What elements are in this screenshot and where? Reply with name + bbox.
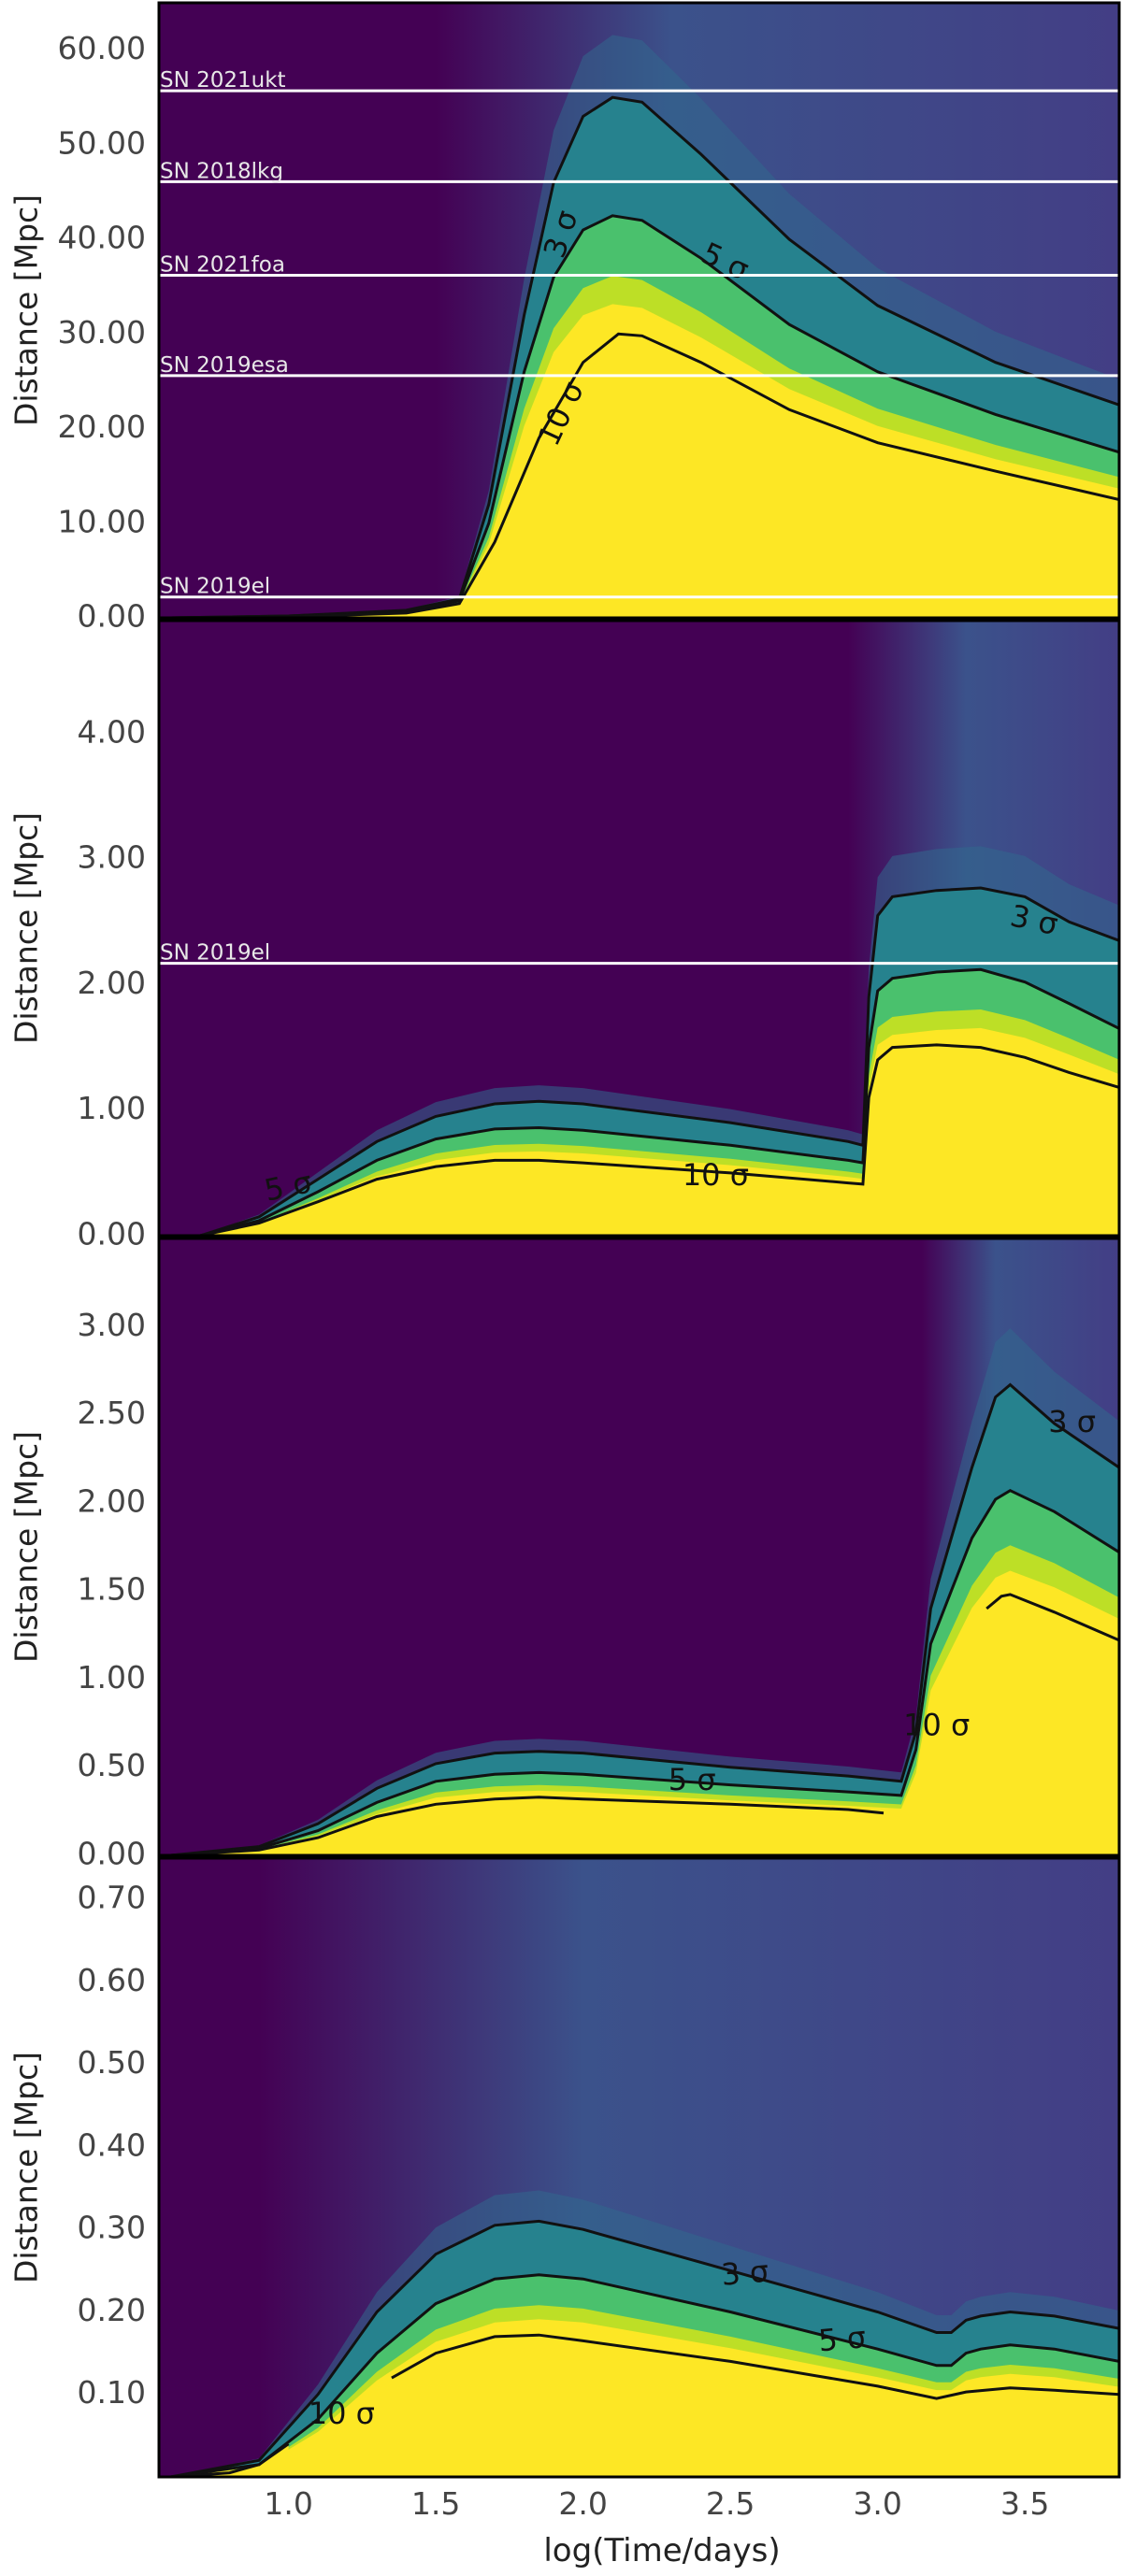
x-tick-label: 1.5: [411, 2485, 460, 2522]
y-tick-label: 0.40: [78, 2126, 146, 2163]
supernova-label: SN 2019el: [160, 575, 270, 599]
contour-label: 5 σ: [817, 2319, 868, 2358]
contour-line-10sigma: [985, 1593, 1119, 1642]
supernova-label: SN 2019esa: [160, 353, 289, 378]
contour-label: 5 σ: [669, 1762, 716, 1797]
contour-label: 3 σ: [720, 2254, 770, 2293]
contour-line-10sigma: [170, 332, 1119, 618]
panel-4-plot-area: 10 σ 3 σ 5 σ: [159, 1858, 1119, 2477]
y-tick-label: 3.00: [78, 1307, 146, 1343]
contour-line-5sigma: [170, 1488, 1119, 1855]
y-axis-label: Distance [Mpc]: [8, 812, 45, 1044]
panel-frame: [157, 1237, 1121, 1857]
x-tick-label: 3.5: [1000, 2485, 1049, 2522]
y-tick-label: 1.00: [78, 1659, 146, 1696]
x-axis: 1.0 1.5 2.0 2.5 3.0 3.5: [264, 2485, 1049, 2522]
panel-frame: [157, 1856, 1121, 2479]
y-tick-label: 40.00: [58, 220, 146, 256]
panel-2-plot-area: 5 σ 10 σ3 σSN 2019el: [159, 621, 1119, 1236]
contour-line-5sigma: [199, 967, 1119, 1236]
y-tick-label: 1.00: [78, 1090, 146, 1126]
heatmap-core-region: [200, 1027, 1119, 1236]
contour-line-3sigma: [199, 886, 1119, 1236]
y-tick-label: 0.30: [78, 2210, 146, 2246]
y-tick-label: 0.70: [78, 1880, 146, 1916]
y-tick-label: 50.00: [58, 124, 146, 161]
y-tick-label: 0.50: [78, 1747, 146, 1783]
y-tick-label: 2.50: [78, 1395, 146, 1431]
y-axis-label: Distance [Mpc]: [8, 1431, 45, 1663]
y-tick-label: 20.00: [58, 408, 146, 445]
x-tick-label: 1.0: [264, 2485, 312, 2522]
y-tick-label: 4.00: [78, 713, 146, 750]
y-tick-label: 0.00: [78, 1216, 146, 1252]
y-tick-label: 3.00: [78, 839, 146, 876]
panel-3-plot-area: 5 σ 10 σ 3 σ: [159, 1238, 1119, 1855]
panel-4: 10 σ 3 σ 5 σ 0.10 0.20 0.30 0.40 0.50 0.60 0.70 Di…: [8, 1856, 1121, 2479]
y-tick-label: 30.00: [58, 314, 146, 351]
heatmap-core-region: [170, 2319, 1119, 2477]
x-tick-label: 3.0: [853, 2485, 901, 2522]
contour-label: 10 σ: [903, 1707, 970, 1742]
y-tick-label: 10.00: [58, 503, 146, 539]
y-tick-label: 0.00: [78, 1836, 146, 1872]
contour-line-3sigma: [170, 1382, 1119, 1855]
y-tick-label: 0.50: [78, 2044, 146, 2081]
supernova-label: SN 2019el: [160, 941, 270, 966]
contour-label: 3 σ: [1048, 1404, 1096, 1439]
y-tick-label: 0.60: [78, 1962, 146, 1998]
y-tick-label: 2.00: [78, 965, 146, 1001]
panels-group: 3 σ 5 σ 10 σ SN 2021ukt SN 2018lkg SN 2021foa…: [8, 1, 1121, 2479]
panel-frame: [157, 619, 1121, 1238]
supernova-label: SN 2021ukt: [160, 68, 286, 93]
contour-line-10sigma: [391, 2333, 1119, 2400]
x-axis-label: log(Time/days): [543, 2532, 780, 2569]
contour-line-5sigma: [170, 2273, 1119, 2477]
contour-line-10sigma: [199, 1043, 1119, 1236]
panel-3: 5 σ 10 σ 3 σ 0.00 0.50 1.00 1.50 2.00 2.50 3.00 Di…: [8, 1237, 1121, 1872]
y-tick-label: 0.20: [78, 2292, 146, 2328]
panel-2: 5 σ 10 σ3 σSN 2019el 0.00 1.00 2.00 3.00 4.00 D…: [8, 619, 1121, 1252]
y-axis-label: Distance [Mpc]: [8, 194, 45, 426]
contour-line-10sigma: [170, 1796, 885, 1855]
y-axis-label: Distance [Mpc]: [8, 2052, 45, 2283]
supernova-label: SN 2021foa: [160, 253, 285, 278]
y-tick-label: 2.00: [78, 1482, 146, 1519]
y-tick-label: 1.50: [78, 1571, 146, 1608]
contour-line-10sigma: [170, 2442, 290, 2477]
y-tick-label: 0.00: [78, 598, 146, 635]
heatmap-core-region: [170, 304, 1119, 618]
supernova-label: SN 2018lkg: [160, 159, 283, 183]
y-tick-label: 0.10: [78, 2374, 146, 2411]
contour-label: 10 σ: [683, 1157, 749, 1193]
contour-line-5sigma: [170, 214, 1119, 618]
y-tick-label: 60.00: [58, 30, 146, 66]
x-tick-label: 2.5: [706, 2485, 755, 2522]
contour-line-3sigma: [170, 2219, 1119, 2477]
x-tick-label: 2.0: [558, 2485, 607, 2522]
contour-label: 10 σ: [309, 2396, 375, 2431]
panel-frame: [157, 1, 1121, 620]
